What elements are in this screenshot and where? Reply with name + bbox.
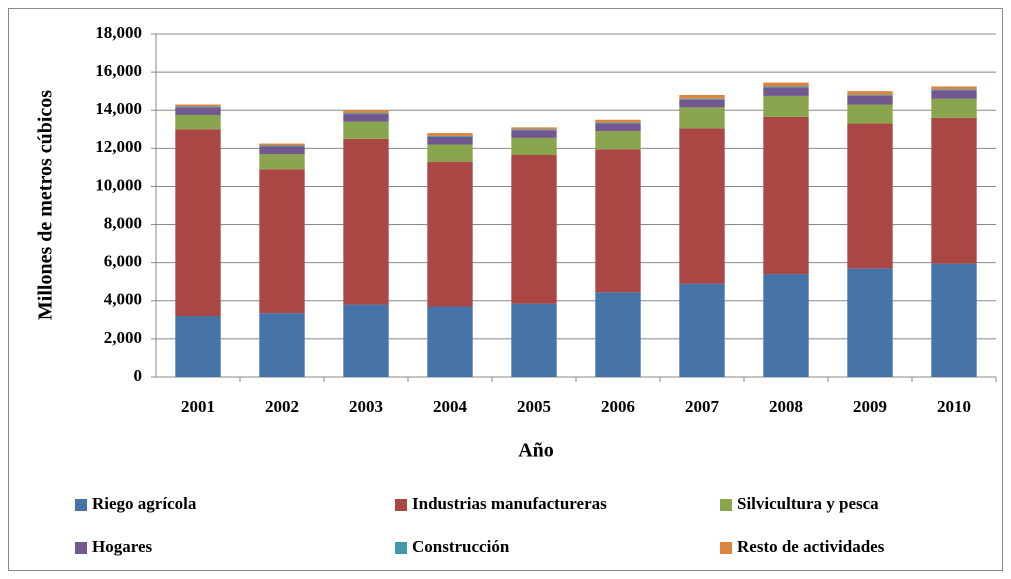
legend-label: Construcción [412, 537, 510, 556]
x-tick-label: 2001 [181, 397, 215, 416]
bar-segment [847, 95, 893, 105]
bar-segment [931, 89, 977, 91]
x-axis-title: Año [518, 440, 554, 462]
bar-segment [763, 116, 809, 275]
bar-segment [595, 131, 641, 150]
bar-segment [343, 121, 389, 139]
bar-segment [259, 143, 305, 146]
bar-segment [343, 304, 389, 377]
bar-segment [511, 303, 557, 377]
bar-segment [847, 91, 893, 95]
bar-segment [763, 274, 809, 377]
bar-segment [427, 144, 473, 162]
bar-segment [343, 138, 389, 305]
bar-segment [595, 122, 641, 124]
bar-segment [931, 263, 977, 377]
y-axis-title: Millones de metros cúbicos [35, 90, 57, 320]
legend-swatch [395, 542, 407, 554]
bar-segment [847, 268, 893, 377]
bar-segment [595, 119, 641, 123]
bar-segment [931, 117, 977, 264]
x-tick-label: 2010 [937, 397, 971, 416]
bar-segment [763, 82, 809, 87]
bar-segment [175, 114, 221, 130]
x-tick-label: 2004 [433, 397, 468, 416]
bar-segment [511, 129, 557, 131]
y-tick-label: 14,000 [95, 99, 142, 118]
y-tick-label: 6,000 [104, 252, 142, 271]
bar-segment [679, 94, 725, 99]
bar-segment [175, 107, 221, 115]
y-tick-label: 2,000 [104, 328, 142, 347]
x-tick-label: 2006 [601, 397, 635, 416]
bar-segment [511, 127, 557, 130]
bar-segment [259, 146, 305, 155]
bar-segment [511, 130, 557, 138]
bar-segment [931, 98, 977, 118]
bar-segment [679, 99, 725, 108]
legend-swatch [75, 542, 87, 554]
bar-segment [343, 113, 389, 115]
bar-segment [427, 161, 473, 307]
bar-segment [511, 137, 557, 156]
bar-segment [259, 154, 305, 170]
bar-segment [175, 316, 221, 377]
bar-segment [931, 90, 977, 99]
y-tick-label: 12,000 [95, 137, 142, 156]
x-tick-label: 2005 [517, 397, 551, 416]
chart-border [8, 8, 1003, 571]
legend-swatch [395, 499, 407, 511]
x-tick-label: 2009 [853, 397, 887, 416]
bar-segment [175, 129, 221, 317]
y-tick-label: 10,000 [95, 175, 142, 194]
bar-segment [595, 149, 641, 293]
y-tick-label: 8,000 [104, 213, 142, 232]
x-tick-label: 2003 [349, 397, 383, 416]
bar-segment [427, 133, 473, 136]
legend-swatch [75, 499, 87, 511]
bar-segment [175, 104, 221, 107]
bar-segment [595, 123, 641, 132]
bar-segment [343, 114, 389, 122]
bar-segment [679, 98, 725, 100]
bar-segment [931, 86, 977, 90]
legend-swatch [720, 499, 732, 511]
bar-segment [679, 283, 725, 377]
y-tick-label: 18,000 [95, 23, 142, 42]
x-tick-label: 2008 [769, 397, 803, 416]
bar-segment [679, 107, 725, 129]
y-tick-label: 16,000 [95, 61, 142, 80]
y-tick-label: 4,000 [104, 290, 142, 309]
bar-segment [175, 106, 221, 108]
legend-label: Hogares [92, 537, 153, 556]
legend-label: Resto de actividades [737, 537, 885, 556]
legend-swatch [720, 542, 732, 554]
bar-segment [259, 145, 305, 147]
bar-segment [847, 104, 893, 124]
bar-segment [847, 123, 893, 269]
x-tick-label: 2002 [265, 397, 299, 416]
legend-label: Silvicultura y pesca [737, 494, 879, 513]
bar-segment [763, 87, 809, 96]
legend-label: Riego agrícola [92, 494, 197, 513]
bar-segment [763, 86, 809, 88]
bar-segment [259, 313, 305, 377]
legend-label: Industrias manufactureras [412, 494, 607, 513]
bar-segment [511, 155, 557, 304]
bar-segment [847, 94, 893, 96]
x-tick-label: 2007 [685, 397, 720, 416]
bar-segment [259, 169, 305, 314]
bar-segment [427, 306, 473, 377]
bar-segment [427, 136, 473, 145]
y-tick-label: 0 [134, 366, 143, 385]
bar-segment [679, 128, 725, 284]
bar-segment [763, 95, 809, 117]
bar-segment [427, 135, 473, 137]
bar-segment [343, 110, 389, 114]
bar-segment [595, 292, 641, 377]
